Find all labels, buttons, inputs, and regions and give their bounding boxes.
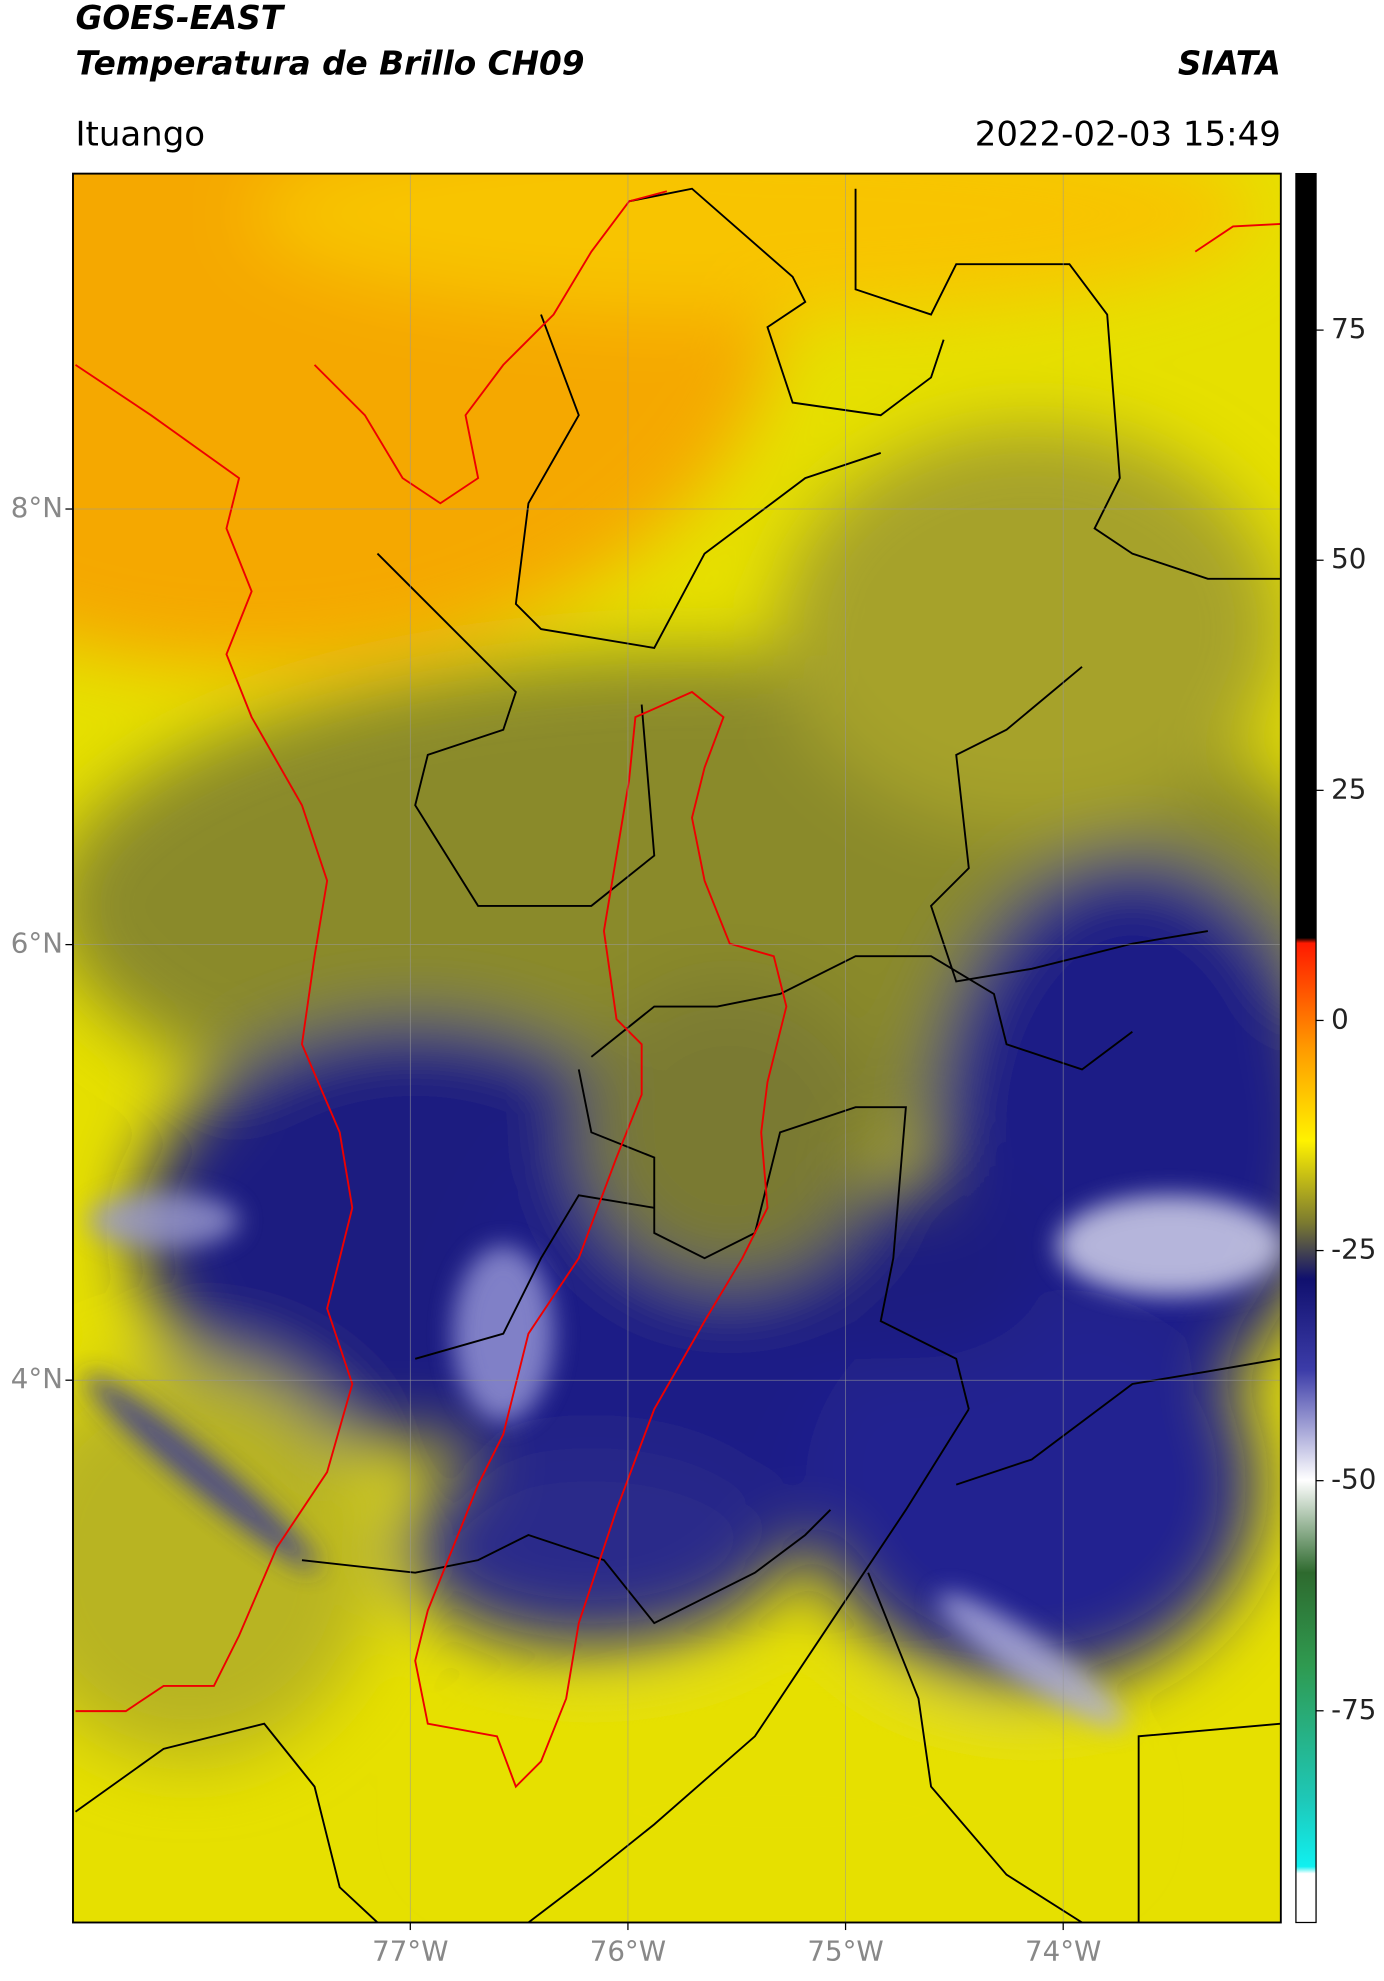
- coastline: [74, 190, 1281, 1789]
- region: Ituango: [75, 114, 205, 154]
- colorbar-tick-label: 50: [1331, 542, 1366, 575]
- y-tick-label: 8°N: [11, 491, 63, 524]
- y-tick-label: 4°N: [11, 1362, 63, 1395]
- colorbar-tick-label: 0: [1331, 1002, 1349, 1035]
- title: GOES-EAST: [75, 0, 285, 37]
- satellite-field: [72, 173, 1281, 1923]
- x-tick-label: 74°W: [1025, 1935, 1101, 1968]
- colorbar-tick-label: 75: [1331, 312, 1366, 345]
- subtitle: Temperatura de Brillo CH09: [75, 44, 584, 82]
- colorbar: [1295, 172, 1317, 1924]
- source: SIATA: [1178, 44, 1281, 82]
- y-tick-label: 6°N: [11, 927, 63, 960]
- x-tick-label: 75°W: [807, 1935, 883, 1968]
- map-frame: [72, 172, 1282, 1924]
- x-tick-label: 77°W: [372, 1935, 448, 1968]
- x-tick-label: 76°W: [590, 1935, 666, 1968]
- graticule: [72, 173, 1281, 1923]
- colorbar-tick-label: -50: [1331, 1463, 1376, 1496]
- colorbar-tick-label: 25: [1331, 772, 1366, 805]
- colorbar-tick-label: -25: [1331, 1233, 1376, 1266]
- admin-borders: [74, 187, 1281, 1923]
- timestamp: 2022-02-03 15:49: [975, 114, 1281, 154]
- colorbar-tick-label: -75: [1331, 1693, 1376, 1726]
